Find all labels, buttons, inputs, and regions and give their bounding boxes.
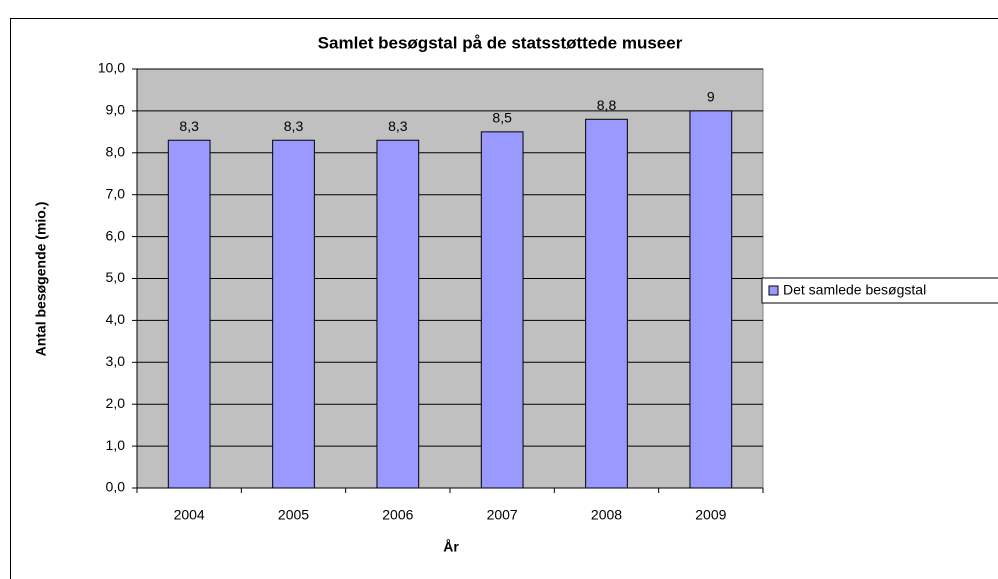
bar xyxy=(480,131,524,489)
x-tick-label: 2006 xyxy=(382,507,413,523)
y-tick-label: 9,0 xyxy=(106,102,126,118)
y-tick-label: 5,0 xyxy=(106,269,126,285)
x-tick-label: 2009 xyxy=(695,507,726,523)
y-tick-label: 8,0 xyxy=(106,144,126,160)
y-tick-label: 7,0 xyxy=(106,185,126,201)
y-tick-label: 10,0 xyxy=(98,60,125,76)
bar xyxy=(167,139,211,489)
y-tick-label: 4,0 xyxy=(106,311,126,327)
y-tick-label: 2,0 xyxy=(106,395,126,411)
bar xyxy=(585,118,628,489)
data-label: 8,3 xyxy=(179,118,199,134)
y-tick-label: 6,0 xyxy=(106,227,126,243)
y-axis-label: Antal besøgende (mio.) xyxy=(33,202,49,357)
bar xyxy=(376,139,420,489)
chart-title: Samlet besøgstal på de statsstøttede mus… xyxy=(318,33,683,52)
bar xyxy=(689,110,733,489)
x-tick-label: 2008 xyxy=(591,507,622,523)
y-tick-label: 0,0 xyxy=(106,479,126,495)
x-tick-label: 2004 xyxy=(174,507,205,523)
y-tick-label: 1,0 xyxy=(106,437,126,453)
legend-box xyxy=(761,277,998,304)
data-label: 8,3 xyxy=(284,118,304,134)
legend-label: Det samlede besøgstal xyxy=(783,282,926,298)
x-tick-label: 2005 xyxy=(278,507,309,523)
x-tick-label: 2007 xyxy=(487,507,518,523)
data-label: 8,3 xyxy=(388,118,408,134)
x-axis-label: År xyxy=(443,539,459,555)
legend-swatch xyxy=(768,285,779,296)
bar xyxy=(272,139,315,489)
data-label: 8,5 xyxy=(492,110,512,126)
data-label: 9 xyxy=(707,89,715,105)
y-tick-label: 3,0 xyxy=(106,353,126,369)
data-label: 8,8 xyxy=(597,97,617,113)
